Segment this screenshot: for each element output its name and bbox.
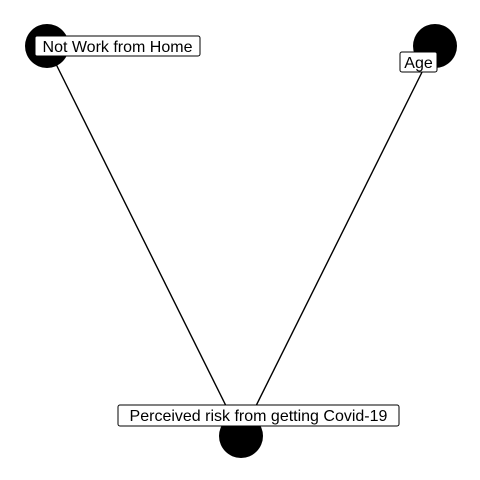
label-perceived-risk: Perceived risk from getting Covid-19 (117, 404, 400, 427)
label-box-age (399, 51, 438, 73)
edge-age-to-perceived-risk (240, 45, 436, 437)
label-not-work-from-home: Not Work from Home (34, 35, 201, 57)
edge-not-work-from-home-to-perceived-risk (46, 45, 242, 437)
node-label-not-work-from-home: Not Work from Home (43, 39, 193, 56)
label-box-not-work-from-home (34, 35, 201, 57)
node-label-age: Age (404, 55, 433, 72)
label-box-perceived-risk (117, 404, 400, 427)
label-age: Age (399, 51, 438, 73)
node-label-perceived-risk: Perceived risk from getting Covid-19 (130, 408, 388, 425)
